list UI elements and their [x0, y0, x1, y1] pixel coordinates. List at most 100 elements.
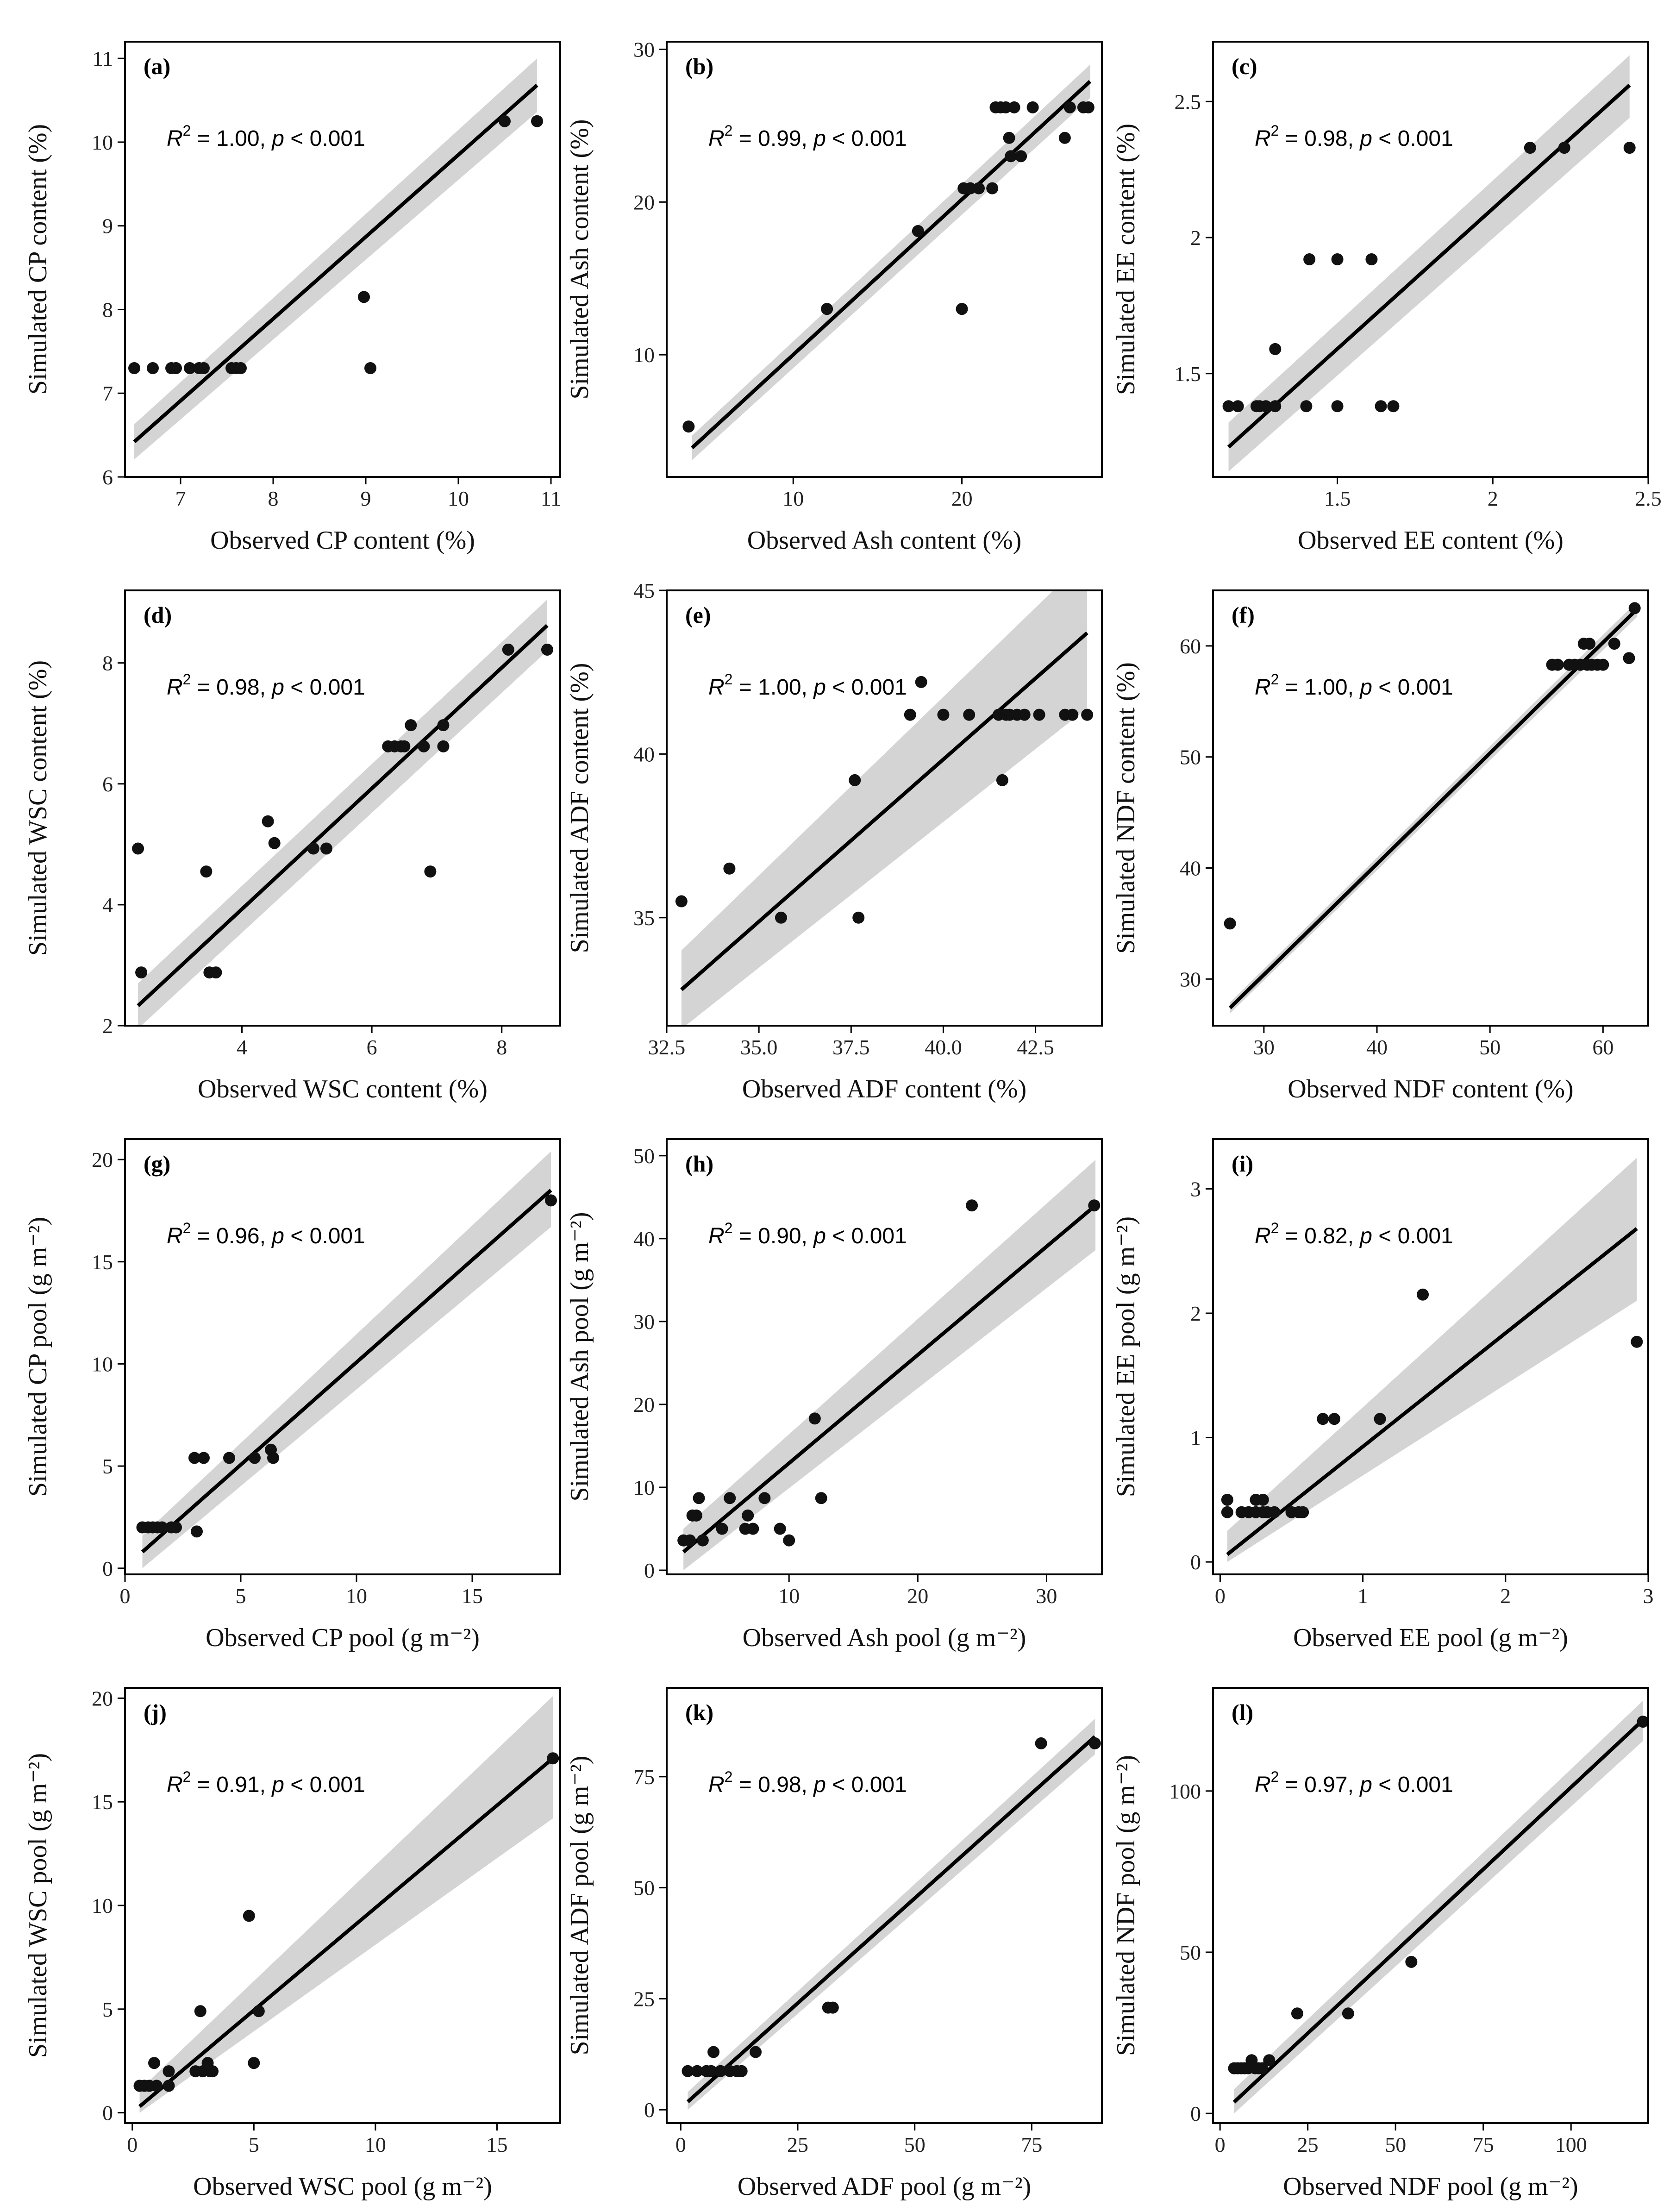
data-point	[815, 1492, 827, 1504]
data-point	[248, 2057, 260, 2069]
x-tick-label: 1.5	[1324, 487, 1351, 510]
x-axis-title: Observed CP content (%)	[210, 526, 475, 555]
data-point	[198, 362, 210, 374]
y-tick-label: 0	[102, 2101, 113, 2125]
x-tick-label: 50	[904, 2133, 926, 2156]
regression-line	[138, 1757, 554, 2108]
data-point	[418, 740, 430, 752]
data-point	[705, 2065, 718, 2077]
panel-j: 0 5 10 15 0 5 10 15 20 (j) R2 = 0.91, p < 0.001 Obs…	[24, 1686, 561, 2201]
y-tick-label: 2	[1190, 226, 1201, 250]
y-tick-label: 5	[102, 1454, 113, 1478]
x-tick-label: 75	[1021, 2133, 1042, 2156]
panel-h: 10 20 30 0 10 20 30 40 50 (h) R2 = 0.90, p < 0.001…	[565, 1138, 1103, 1652]
r2-annotation: R2 = 0.91, p < 0.001	[167, 1768, 365, 1797]
y-tick-label: 60	[1180, 634, 1201, 658]
x-tick-label: 10	[346, 1584, 367, 1608]
data-point	[1232, 400, 1244, 413]
y-tick-label: 0	[644, 1559, 655, 1582]
data-point	[1221, 1493, 1233, 1506]
data-point	[724, 1492, 736, 1504]
data-point	[912, 225, 924, 237]
data-point	[693, 1492, 705, 1504]
panel-e: 32.5 35.0 37.5 40.0 42.5 35 40 45 (e) R2 = 1.00, …	[565, 579, 1103, 1103]
confidence-band	[1227, 1158, 1637, 1562]
data-point	[937, 708, 950, 721]
x-tick-label: 6	[367, 1035, 377, 1059]
y-tick-label: 30	[633, 1310, 655, 1334]
data-point	[267, 1452, 279, 1464]
data-point	[502, 643, 514, 656]
y-tick-label: 2	[102, 1014, 113, 1038]
data-point	[128, 362, 140, 374]
data-point	[774, 1523, 786, 1535]
panel-label: (d)	[144, 602, 172, 628]
data-point	[1297, 1506, 1309, 1518]
data-point	[691, 2065, 703, 2077]
data-point	[184, 362, 196, 374]
panel-label: (l)	[1232, 1699, 1253, 1725]
data-point	[1058, 132, 1071, 144]
panel-c: 1.5 2 2.5 1.5 2 2.5 (c) R2 = 0.98, p < 0.001 Obs…	[1112, 41, 1662, 555]
regression-line	[133, 84, 538, 444]
x-axis-title: Observed Ash content (%)	[747, 526, 1022, 555]
data-point	[243, 1910, 255, 1922]
panel-d: 4 6 8 2 4 6 8 (d) R2 = 0.98, p < 0.001 Observed W…	[24, 589, 561, 1103]
data-point	[320, 842, 332, 855]
x-axis-title: Observed NDF content (%)	[1288, 1075, 1573, 1103]
data-point	[1331, 253, 1344, 265]
y-tick-label: 10	[92, 131, 113, 154]
y-tick-label: 10	[92, 1894, 113, 1917]
regression-line	[141, 1189, 552, 1554]
y-tick-label: 11	[93, 47, 113, 70]
data-point	[170, 362, 182, 374]
regression-line	[680, 631, 1088, 991]
confidence-band	[138, 599, 547, 1026]
y-tick-label: 10	[92, 1352, 113, 1376]
data-point	[210, 966, 222, 979]
data-point	[996, 774, 1008, 786]
data-point	[1221, 1506, 1233, 1518]
data-point	[1082, 101, 1094, 113]
data-point	[424, 865, 437, 878]
data-point	[1268, 1506, 1281, 1518]
r2-annotation: R2 = 1.00, p < 0.001	[167, 122, 365, 151]
x-tick-label: 20	[951, 487, 973, 510]
y-tick-label: 100	[1169, 1780, 1201, 1803]
y-axis-title: Simulated WSC content (%)	[24, 660, 52, 956]
data-point	[682, 420, 695, 433]
data-point	[1088, 1199, 1101, 1212]
data-point	[358, 291, 370, 303]
data-point	[964, 182, 976, 194]
x-axis-title: Observed ADF pool (g m⁻²)	[738, 2172, 1031, 2201]
data-point	[682, 2065, 694, 2077]
x-tick-label: 30	[1036, 1584, 1057, 1608]
x-axis-title: Observed ADF content (%)	[742, 1075, 1026, 1103]
x-tick-label: 35.0	[740, 1035, 778, 1059]
x-tick-label: 25	[787, 2133, 808, 2156]
data-point	[1365, 253, 1378, 265]
y-tick-label: 10	[633, 1476, 655, 1499]
data-point	[1375, 400, 1387, 413]
plot-frame	[124, 1138, 561, 1575]
r2-annotation: R2 = 0.90, p < 0.001	[708, 1220, 907, 1248]
y-axis-title: Simulated NDF pool (g m⁻²)	[1112, 1755, 1140, 2056]
data-point	[252, 2005, 265, 2018]
data-point	[531, 115, 543, 127]
x-tick-label: 11	[541, 487, 561, 510]
plot-frame	[124, 41, 561, 478]
data-point	[1035, 1737, 1047, 1749]
data-point	[200, 865, 213, 878]
y-tick-label: 7	[102, 382, 113, 405]
y-tick-label: 5	[102, 1998, 113, 2021]
y-tick-label: 50	[1180, 1941, 1201, 1964]
data-point	[1015, 150, 1027, 163]
plot-frame	[666, 589, 1103, 1027]
data-point	[986, 182, 999, 194]
data-point	[132, 842, 144, 855]
data-point	[735, 2065, 748, 2077]
y-tick-label: 35	[633, 906, 655, 930]
y-tick-label: 2	[1190, 1302, 1201, 1325]
confidence-band	[1228, 55, 1630, 472]
data-point	[1558, 142, 1570, 154]
